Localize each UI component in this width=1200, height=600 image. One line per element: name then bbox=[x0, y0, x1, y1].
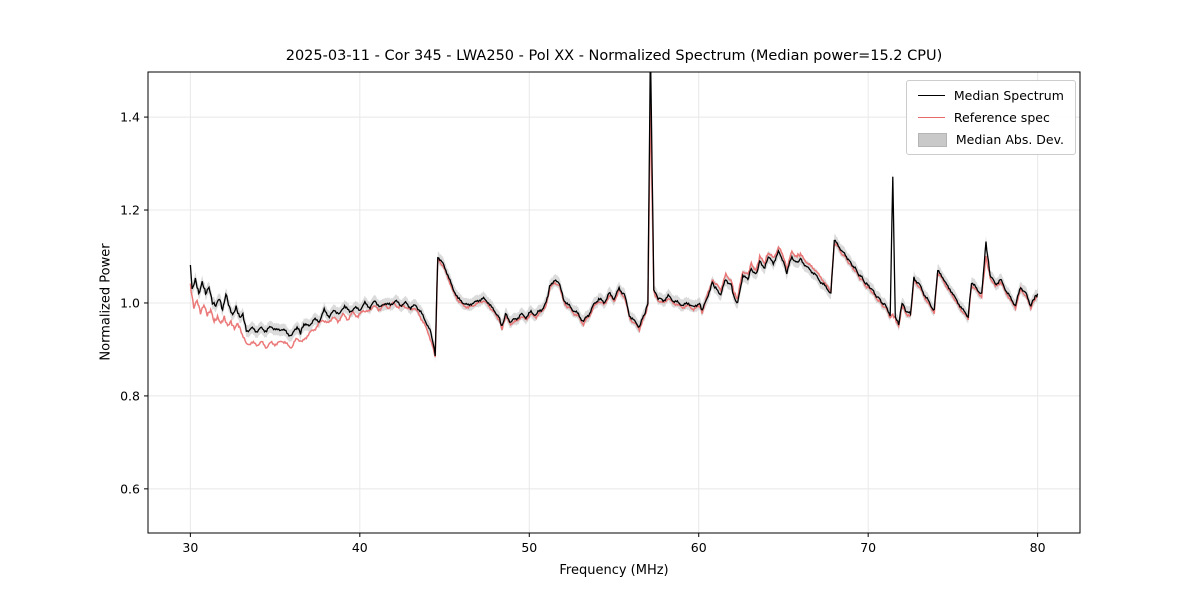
x-tick-label: 60 bbox=[691, 540, 707, 555]
reference-line-swatch bbox=[917, 117, 945, 118]
y-tick-label: 1.0 bbox=[120, 295, 140, 310]
legend-item-reference: Reference spec bbox=[917, 109, 1064, 126]
x-tick-label: 50 bbox=[521, 540, 537, 555]
legend: Median Spectrum Reference spec Median Ab… bbox=[905, 80, 1076, 155]
x-tick-label: 70 bbox=[860, 540, 876, 555]
axis-ticks: 30 40 50 60 70 80 0.6 0.8 1.0 1.2 1.4 bbox=[120, 110, 1046, 555]
y-tick-label: 1.4 bbox=[120, 110, 140, 125]
legend-label-median: Median Spectrum bbox=[953, 88, 1064, 103]
median-line-swatch bbox=[917, 95, 945, 96]
y-axis-label: Normalized Power bbox=[98, 243, 114, 361]
legend-item-median: Median Spectrum bbox=[917, 87, 1064, 104]
x-axis-label: Frequency (MHz) bbox=[559, 563, 669, 578]
x-tick-label: 80 bbox=[1030, 540, 1046, 555]
chart-title: 2025-03-11 - Cor 345 - LWA250 - Pol XX -… bbox=[285, 48, 943, 64]
x-tick-label: 40 bbox=[352, 540, 368, 555]
legend-label-reference: Reference spec bbox=[953, 110, 1050, 125]
legend-label-mad: Median Abs. Dev. bbox=[955, 132, 1064, 147]
legend-item-mad: Median Abs. Dev. bbox=[917, 131, 1064, 148]
mad-band-swatch bbox=[917, 132, 947, 147]
reference-spectrum-line bbox=[189, 102, 1039, 358]
median-spectrum-line bbox=[189, 72, 1039, 356]
mad-band bbox=[190, 72, 1038, 362]
y-tick-label: 0.6 bbox=[120, 481, 140, 496]
y-tick-label: 1.2 bbox=[120, 203, 140, 218]
y-tick-label: 0.8 bbox=[120, 388, 140, 403]
x-tick-label: 30 bbox=[182, 540, 198, 555]
